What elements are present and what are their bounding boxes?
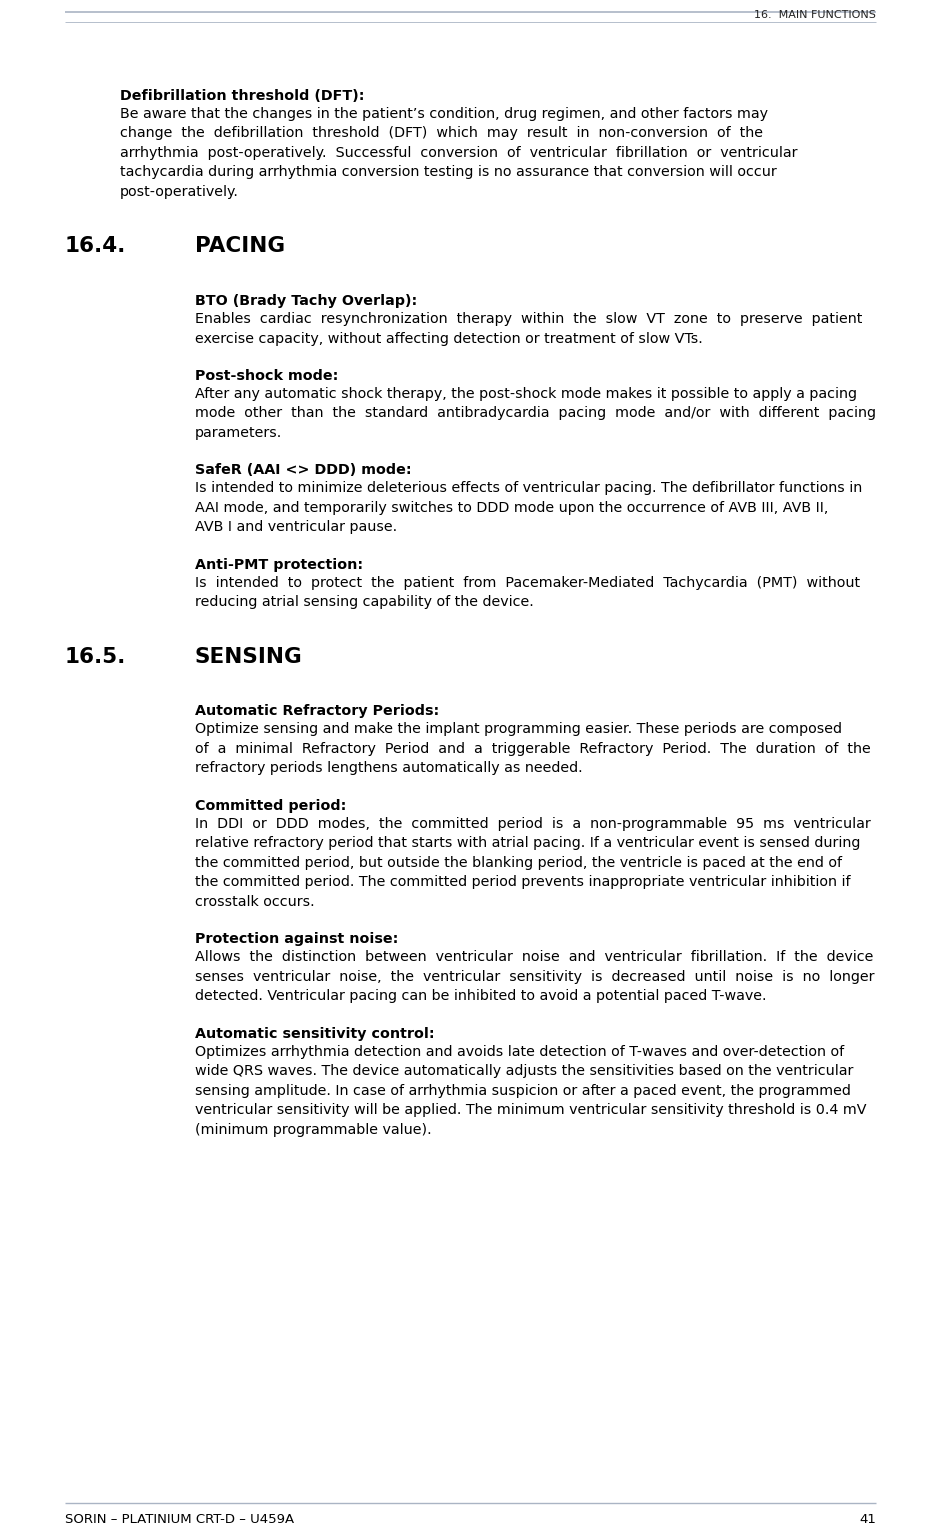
Text: PACING: PACING (195, 236, 285, 256)
Text: 16.5.: 16.5. (65, 647, 126, 667)
Text: 16.4.: 16.4. (65, 236, 126, 256)
Text: refractory periods lengthens automatically as needed.: refractory periods lengthens automatical… (195, 762, 582, 776)
Text: reducing atrial sensing capability of the device.: reducing atrial sensing capability of th… (195, 595, 534, 609)
Text: post-operatively.: post-operatively. (120, 185, 239, 199)
Text: Anti-PMT protection:: Anti-PMT protection: (195, 558, 363, 572)
Text: Protection against noise:: Protection against noise: (195, 932, 398, 946)
Text: BTO (Brady Tachy Overlap):: BTO (Brady Tachy Overlap): (195, 294, 417, 308)
Text: Allows  the  distinction  between  ventricular  noise  and  ventricular  fibrill: Allows the distinction between ventricul… (195, 950, 873, 964)
Text: Defibrillation threshold (DFT):: Defibrillation threshold (DFT): (120, 89, 364, 103)
Text: Optimizes arrhythmia detection and avoids late detection of T-waves and over-det: Optimizes arrhythmia detection and avoid… (195, 1044, 844, 1059)
Text: SORIN – PLATINIUM CRT-D – U459A: SORIN – PLATINIUM CRT-D – U459A (65, 1513, 295, 1525)
Text: the committed period, but outside the blanking period, the ventricle is paced at: the committed period, but outside the bl… (195, 855, 842, 869)
Text: Is intended to minimize deleterious effects of ventricular pacing. The defibrill: Is intended to minimize deleterious effe… (195, 481, 862, 495)
Text: change  the  defibrillation  threshold  (DFT)  which  may  result  in  non-conve: change the defibrillation threshold (DFT… (120, 126, 763, 141)
Text: In  DDI  or  DDD  modes,  the  committed  period  is  a  non-programmable  95  m: In DDI or DDD modes, the committed perio… (195, 817, 870, 831)
Text: senses  ventricular  noise,  the  ventricular  sensitivity  is  decreased  until: senses ventricular noise, the ventricula… (195, 970, 874, 984)
Text: Is  intended  to  protect  the  patient  from  Pacemaker-Mediated  Tachycardia  : Is intended to protect the patient from … (195, 576, 860, 590)
Text: parameters.: parameters. (195, 426, 282, 440)
Text: Automatic sensitivity control:: Automatic sensitivity control: (195, 1027, 435, 1041)
Text: Automatic Refractory Periods:: Automatic Refractory Periods: (195, 705, 439, 719)
Text: detected. Ventricular pacing can be inhibited to avoid a potential paced T-wave.: detected. Ventricular pacing can be inhi… (195, 989, 767, 1003)
Text: SENSING: SENSING (195, 647, 303, 667)
Text: Committed period:: Committed period: (195, 799, 346, 812)
Text: (minimum programmable value).: (minimum programmable value). (195, 1122, 432, 1136)
Text: arrhythmia  post-operatively.  Successful  conversion  of  ventricular  fibrilla: arrhythmia post-operatively. Successful … (120, 146, 798, 159)
Text: crosstalk occurs.: crosstalk occurs. (195, 895, 314, 909)
Text: tachycardia during arrhythmia conversion testing is no assurance that conversion: tachycardia during arrhythmia conversion… (120, 166, 776, 179)
Text: relative refractory period that starts with atrial pacing. If a ventricular even: relative refractory period that starts w… (195, 835, 860, 851)
Text: Be aware that the changes in the patient’s condition, drug regimen, and other fa: Be aware that the changes in the patient… (120, 107, 768, 121)
Text: Enables  cardiac  resynchronization  therapy  within  the  slow  VT  zone  to  p: Enables cardiac resynchronization therap… (195, 313, 862, 327)
Text: SafeR (AAI <> DDD) mode:: SafeR (AAI <> DDD) mode: (195, 463, 411, 477)
Text: sensing amplitude. In case of arrhythmia suspicion or after a paced event, the p: sensing amplitude. In case of arrhythmia… (195, 1084, 851, 1098)
Text: mode  other  than  the  standard  antibradycardia  pacing  mode  and/or  with  d: mode other than the standard antibradyca… (195, 406, 876, 420)
Text: After any automatic shock therapy, the post-shock mode makes it possible to appl: After any automatic shock therapy, the p… (195, 386, 857, 402)
Text: AAI mode, and temporarily switches to DDD mode upon the occurrence of AVB III, A: AAI mode, and temporarily switches to DD… (195, 501, 828, 515)
Text: AVB I and ventricular pause.: AVB I and ventricular pause. (195, 520, 397, 535)
Text: 16.  MAIN FUNCTIONS: 16. MAIN FUNCTIONS (754, 11, 876, 20)
Text: ventricular sensitivity will be applied. The minimum ventricular sensitivity thr: ventricular sensitivity will be applied.… (195, 1104, 867, 1118)
Text: Post-shock mode:: Post-shock mode: (195, 369, 339, 383)
Text: Optimize sensing and make the implant programming easier. These periods are comp: Optimize sensing and make the implant pr… (195, 722, 842, 736)
Text: exercise capacity, without affecting detection or treatment of slow VTs.: exercise capacity, without affecting det… (195, 331, 703, 345)
Text: wide QRS waves. The device automatically adjusts the sensitivities based on the : wide QRS waves. The device automatically… (195, 1064, 853, 1078)
Text: 41: 41 (859, 1513, 876, 1525)
Text: of  a  minimal  Refractory  Period  and  a  triggerable  Refractory  Period.  Th: of a minimal Refractory Period and a tri… (195, 742, 870, 756)
Text: the committed period. The committed period prevents inappropriate ventricular in: the committed period. The committed peri… (195, 875, 851, 889)
